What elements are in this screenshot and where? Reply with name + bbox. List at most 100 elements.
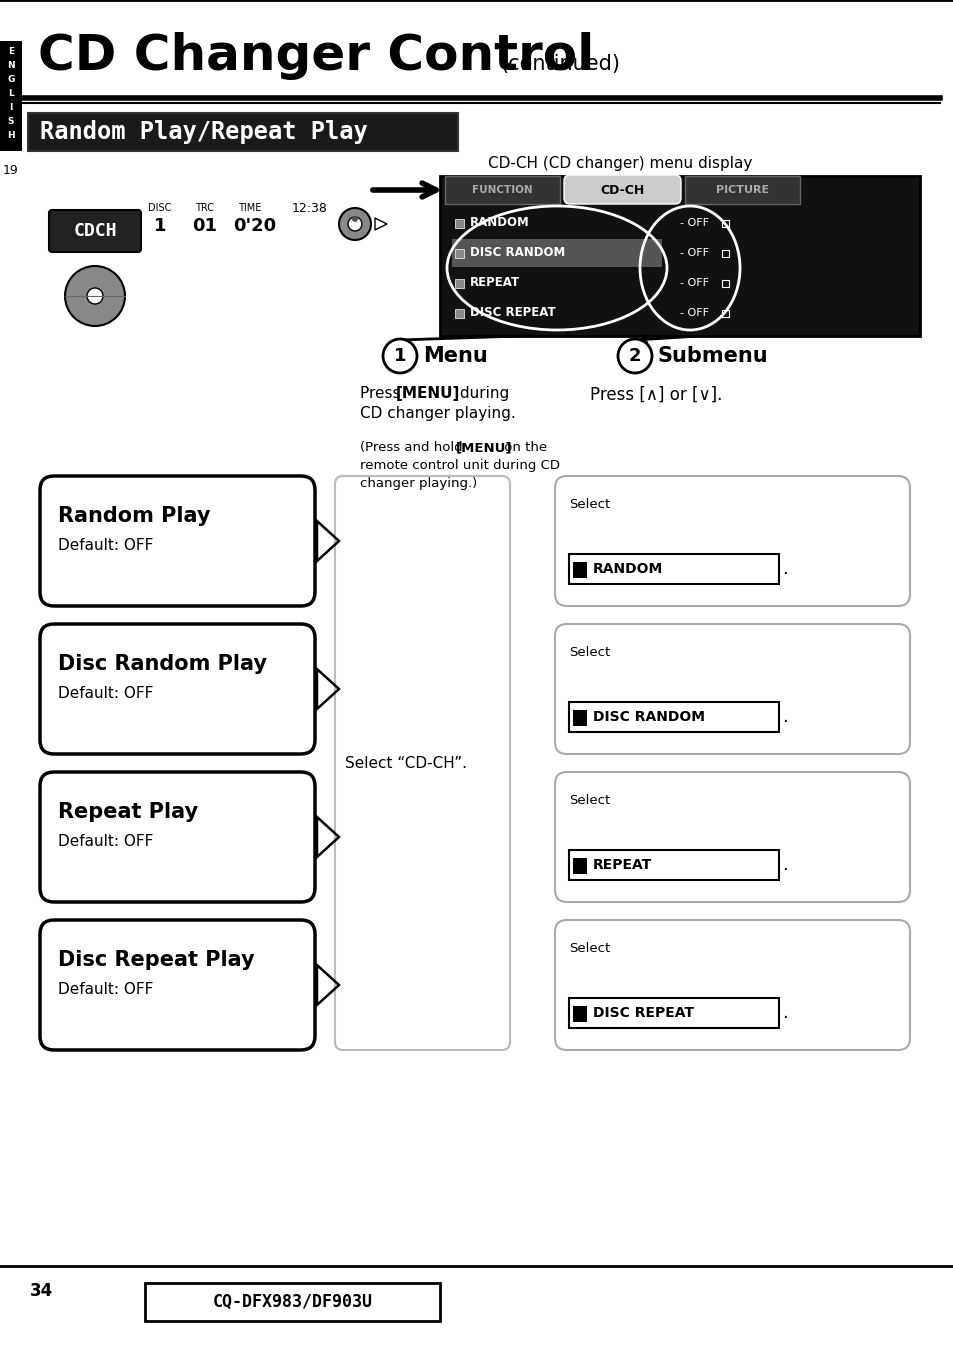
Bar	[28, 113, 457, 151]
Bar	[721, 219, 728, 227]
Text: 01: 01	[193, 217, 217, 236]
Bar	[568, 555, 779, 584]
Bar	[455, 310, 463, 318]
Text: H: H	[8, 131, 15, 140]
Text: - OFF: - OFF	[679, 279, 708, 288]
Circle shape	[618, 339, 651, 373]
Text: CQ-DFX983/DF903U: CQ-DFX983/DF903U	[213, 1294, 372, 1311]
Text: TIME: TIME	[238, 203, 261, 213]
Text: DISC: DISC	[148, 203, 172, 213]
Text: Select: Select	[568, 942, 610, 956]
Text: Default: OFF: Default: OFF	[58, 686, 153, 701]
Text: G: G	[8, 74, 14, 83]
Text: CD changer playing.: CD changer playing.	[359, 406, 516, 421]
Text: - OFF: - OFF	[679, 308, 708, 318]
Text: Press: Press	[359, 386, 405, 401]
FancyBboxPatch shape	[335, 476, 510, 1050]
Text: 0'20: 0'20	[233, 217, 276, 236]
Text: Disc Random Play: Disc Random Play	[58, 654, 267, 674]
Text: REPEAT: REPEAT	[470, 276, 519, 289]
Circle shape	[382, 339, 416, 373]
Text: 34: 34	[30, 1281, 53, 1300]
Bar	[684, 176, 800, 205]
Text: on the: on the	[499, 441, 547, 454]
Text: Default: OFF: Default: OFF	[58, 983, 153, 997]
Bar	[455, 249, 463, 258]
FancyBboxPatch shape	[555, 773, 909, 902]
Text: FUNCTION: FUNCTION	[472, 184, 533, 195]
Text: (continued): (continued)	[499, 54, 619, 74]
Text: S: S	[8, 117, 14, 125]
Text: Default: OFF: Default: OFF	[58, 538, 153, 553]
Text: Select “CD-CH”.: Select “CD-CH”.	[345, 755, 467, 770]
Text: 1: 1	[153, 217, 166, 236]
Text: CDCH: CDCH	[73, 222, 116, 240]
FancyBboxPatch shape	[49, 210, 141, 252]
Text: DISC REPEAT: DISC REPEAT	[593, 1005, 693, 1020]
FancyBboxPatch shape	[555, 625, 909, 754]
Text: 2: 2	[628, 347, 640, 365]
Text: Menu: Menu	[422, 346, 487, 366]
FancyBboxPatch shape	[555, 921, 909, 1050]
Text: .: .	[781, 708, 787, 725]
Text: .: .	[781, 1004, 787, 1022]
Text: during: during	[455, 386, 509, 401]
Circle shape	[338, 209, 371, 240]
Text: Disc Repeat Play: Disc Repeat Play	[58, 950, 254, 970]
Bar	[455, 279, 463, 288]
Circle shape	[352, 215, 357, 222]
Text: .: .	[781, 856, 787, 874]
Bar	[721, 310, 728, 318]
Bar	[721, 280, 728, 287]
Text: 12:38: 12:38	[292, 202, 328, 214]
Text: REPEAT: REPEAT	[593, 857, 652, 872]
Text: Repeat Play: Repeat Play	[58, 802, 198, 822]
Text: DISC RANDOM: DISC RANDOM	[470, 246, 565, 260]
Bar	[439, 176, 919, 336]
Text: Random Play/Repeat Play: Random Play/Repeat Play	[40, 120, 367, 144]
Bar	[573, 709, 586, 725]
Text: remote control unit during CD: remote control unit during CD	[359, 459, 559, 472]
Text: Press [∧] or [∨].: Press [∧] or [∨].	[589, 386, 721, 404]
FancyBboxPatch shape	[40, 773, 314, 902]
Circle shape	[87, 288, 103, 304]
Text: CD-CH: CD-CH	[599, 183, 644, 197]
Bar	[573, 1005, 586, 1022]
Bar	[444, 176, 559, 205]
Text: 1: 1	[394, 347, 406, 365]
Bar	[568, 703, 779, 732]
Bar	[452, 240, 661, 267]
Text: I: I	[10, 102, 12, 112]
Text: - OFF: - OFF	[679, 248, 708, 258]
Text: [MENU]: [MENU]	[456, 441, 512, 454]
Bar	[0, 40, 22, 151]
Text: .: .	[781, 560, 787, 577]
Text: DISC REPEAT: DISC REPEAT	[470, 307, 555, 319]
Bar	[568, 851, 779, 880]
FancyBboxPatch shape	[563, 175, 680, 205]
Text: N: N	[8, 61, 15, 70]
Text: Select: Select	[568, 794, 610, 808]
Text: changer playing.): changer playing.)	[359, 476, 476, 490]
FancyBboxPatch shape	[40, 625, 314, 754]
Bar	[573, 857, 586, 874]
FancyBboxPatch shape	[40, 476, 314, 606]
Circle shape	[348, 217, 361, 232]
Bar	[145, 1283, 439, 1320]
Circle shape	[65, 267, 125, 326]
Text: CD Changer Control: CD Changer Control	[38, 32, 594, 79]
Text: E: E	[8, 47, 14, 55]
Text: PICTURE: PICTURE	[715, 184, 768, 195]
Text: Select: Select	[568, 498, 610, 511]
Text: - OFF: - OFF	[679, 218, 708, 227]
Text: RANDOM: RANDOM	[593, 563, 662, 576]
FancyBboxPatch shape	[40, 921, 314, 1050]
FancyBboxPatch shape	[555, 476, 909, 606]
Text: Submenu: Submenu	[658, 346, 768, 366]
Bar	[568, 997, 779, 1028]
Text: DISC RANDOM: DISC RANDOM	[593, 709, 704, 724]
Bar	[721, 250, 728, 257]
Text: RANDOM: RANDOM	[470, 217, 529, 230]
Text: Random Play: Random Play	[58, 506, 211, 526]
Text: [MENU]: [MENU]	[395, 386, 460, 401]
